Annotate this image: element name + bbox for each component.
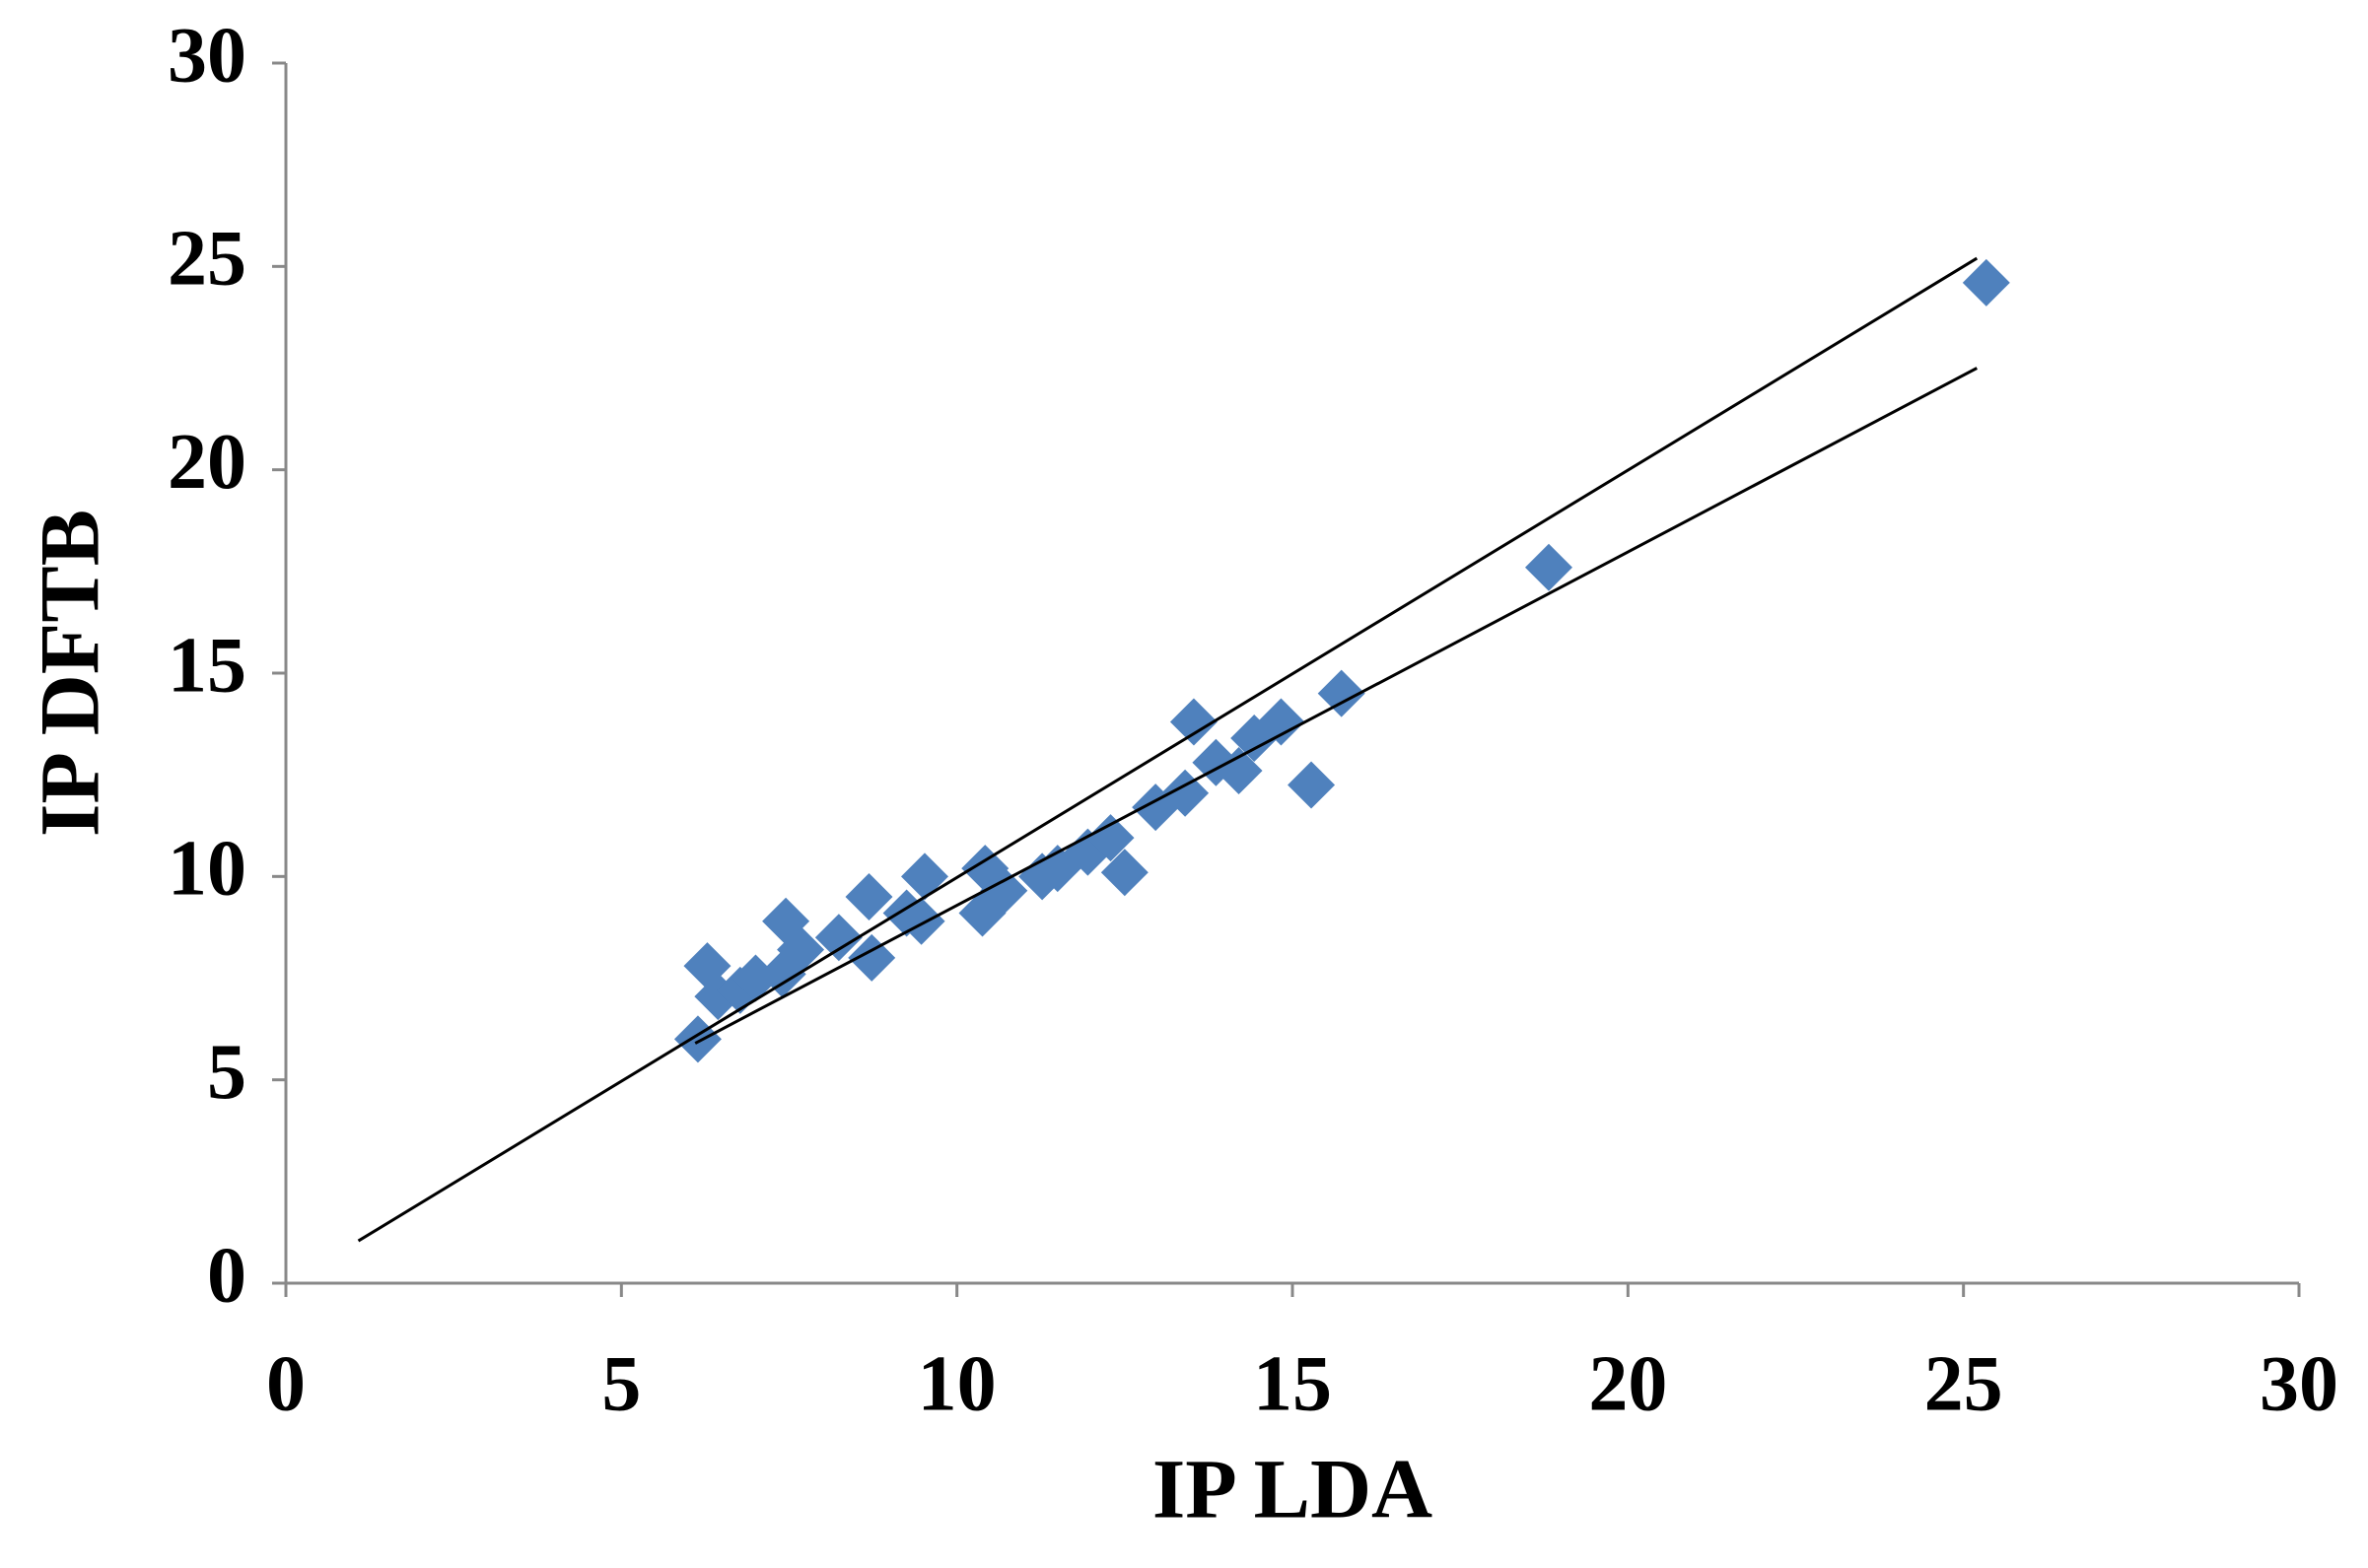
data-point bbox=[897, 897, 945, 945]
trend-line bbox=[694, 367, 1978, 1045]
x-tick-label: 20 bbox=[1588, 1340, 1667, 1427]
data-point bbox=[1169, 698, 1218, 746]
x-tick-label: 0 bbox=[266, 1340, 306, 1427]
trend-line bbox=[357, 256, 1979, 1243]
y-tick-label: 5 bbox=[207, 1029, 246, 1116]
y-axis-title: IP DFTB bbox=[23, 510, 117, 837]
data-point bbox=[777, 925, 825, 974]
data-point bbox=[1288, 761, 1336, 809]
data-point bbox=[673, 1015, 722, 1063]
data-point bbox=[1161, 769, 1210, 817]
x-axis-title: IP LDA bbox=[1152, 1442, 1432, 1536]
data-point bbox=[1257, 698, 1305, 746]
x-tick-label: 5 bbox=[601, 1340, 641, 1427]
data-point bbox=[980, 866, 1028, 915]
x-tick-label: 10 bbox=[918, 1340, 997, 1427]
x-tick-label: 30 bbox=[2260, 1340, 2338, 1427]
x-tick-label: 25 bbox=[1924, 1340, 2003, 1427]
y-tick-label: 20 bbox=[168, 419, 246, 506]
y-tick-label: 10 bbox=[168, 826, 246, 913]
data-point bbox=[1215, 747, 1263, 795]
data-point bbox=[1086, 814, 1135, 862]
y-tick-label: 25 bbox=[168, 216, 246, 303]
data-point bbox=[1962, 258, 2010, 307]
data-point bbox=[1525, 543, 1573, 591]
data-point bbox=[1100, 849, 1149, 897]
y-tick-label: 15 bbox=[168, 622, 246, 709]
data-point bbox=[814, 914, 863, 962]
data-point bbox=[848, 933, 896, 982]
data-point bbox=[845, 872, 893, 920]
y-tick-label: 0 bbox=[207, 1232, 246, 1319]
x-tick-label: 15 bbox=[1253, 1340, 1332, 1427]
data-point bbox=[1317, 669, 1365, 717]
y-tick-label: 30 bbox=[168, 12, 246, 99]
